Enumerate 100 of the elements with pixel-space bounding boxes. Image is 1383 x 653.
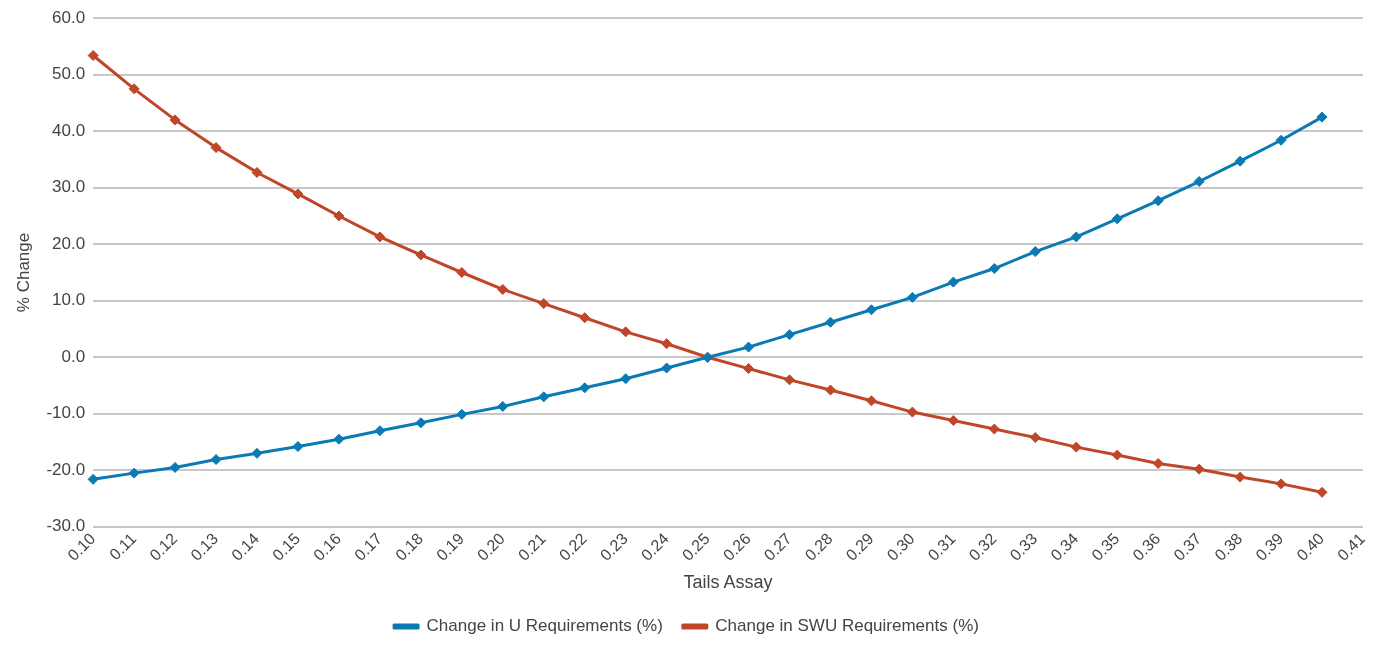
x-tick-label: 0.28 [801, 529, 836, 564]
point [1316, 486, 1328, 498]
point [743, 341, 755, 353]
point [947, 276, 959, 288]
point [579, 312, 591, 324]
x-tick-label: 0.23 [596, 529, 631, 564]
y-tick-label: -10.0 [46, 403, 86, 423]
point [374, 425, 386, 437]
point [947, 415, 959, 427]
x-tick-label: 0.32 [965, 529, 1000, 564]
x-tick-label: 0.20 [473, 529, 509, 564]
x-tick-label: 0.30 [883, 529, 918, 564]
point [906, 291, 918, 303]
point [497, 400, 509, 412]
point [824, 316, 836, 328]
point [988, 423, 1000, 435]
legend-label: Change in SWU Requirements (%) [715, 616, 979, 636]
y-tick-label: 0.0 [61, 346, 86, 366]
y-tick-label: -30.0 [46, 516, 86, 536]
x-tick-label: 0.38 [1211, 529, 1246, 564]
point [1070, 441, 1082, 453]
point [784, 329, 796, 341]
point [988, 263, 1000, 275]
point [251, 447, 263, 459]
point [661, 362, 673, 374]
point [1152, 458, 1164, 470]
point [128, 83, 140, 95]
y-tick-label: -20.0 [46, 459, 86, 479]
x-tick-label: 0.25 [678, 529, 713, 564]
point [538, 391, 550, 403]
x-tick-label: 0.15 [269, 529, 304, 564]
point [1070, 231, 1082, 243]
legend-label: Change in U Requirements (%) [426, 616, 663, 636]
x-tick-label: 0.11 [106, 529, 140, 564]
x-tick-label: 0.34 [1047, 529, 1082, 564]
point [456, 267, 468, 278]
x-axis-title: Tails Assay [683, 572, 773, 593]
point [1111, 449, 1123, 461]
point [333, 433, 345, 445]
point [1029, 246, 1041, 258]
point [824, 384, 836, 396]
x-tick-label: 0.18 [392, 529, 427, 564]
point [169, 461, 181, 473]
point [538, 298, 550, 310]
point [1234, 155, 1246, 167]
point [333, 210, 345, 222]
point [1111, 213, 1123, 225]
point [374, 231, 386, 243]
x-tick-label: 0.36 [1129, 529, 1164, 564]
x-tick-label: 0.24 [637, 529, 672, 564]
y-axis-title: % Change [13, 232, 33, 313]
point [292, 188, 304, 200]
y-tick-label: 50.0 [52, 64, 86, 84]
y-tick-label: 10.0 [52, 290, 86, 310]
y-tick-label: 20.0 [52, 233, 86, 253]
x-tick-label: 0.14 [228, 529, 263, 564]
point [210, 142, 222, 154]
point [415, 249, 427, 261]
point [906, 406, 918, 418]
x-tick-label: 0.19 [433, 529, 468, 564]
point [292, 441, 304, 453]
point [1029, 432, 1041, 444]
x-tick-label: 0.31 [924, 529, 959, 564]
point [87, 473, 99, 485]
point [1193, 176, 1205, 188]
point [743, 363, 755, 375]
point [415, 417, 427, 429]
point [579, 382, 591, 394]
point [497, 283, 509, 295]
x-tick-label: 0.41 [1334, 529, 1369, 564]
point [1275, 478, 1287, 490]
x-tick-label: 0.22 [555, 529, 591, 564]
point [1234, 471, 1246, 483]
y-tick-label: 40.0 [52, 120, 86, 140]
point [661, 338, 673, 350]
x-tick-label: 0.21 [514, 529, 550, 564]
point [865, 395, 877, 407]
x-tick-label: 0.39 [1252, 529, 1287, 564]
point [128, 467, 140, 479]
x-tick-label: 0.12 [146, 529, 181, 564]
point [251, 166, 263, 178]
point [865, 304, 877, 316]
point [1275, 134, 1287, 146]
point [784, 374, 796, 386]
x-tick-label: 0.26 [719, 529, 754, 564]
point [169, 114, 181, 126]
y-tick-label: 30.0 [52, 177, 86, 197]
point [620, 326, 632, 338]
x-tick-label: 0.13 [187, 529, 222, 564]
point [210, 454, 222, 466]
x-tick-label: 0.33 [1006, 529, 1041, 564]
y-tick-label: 60.0 [52, 7, 86, 27]
x-tick-label: 0.40 [1293, 529, 1328, 564]
point [1152, 195, 1164, 207]
x-tick-label: 0.35 [1088, 529, 1123, 564]
point [1316, 111, 1328, 123]
x-tick-label: 0.29 [842, 529, 877, 564]
point [456, 408, 468, 420]
x-tick-label: 0.16 [310, 529, 345, 564]
point [620, 373, 632, 385]
